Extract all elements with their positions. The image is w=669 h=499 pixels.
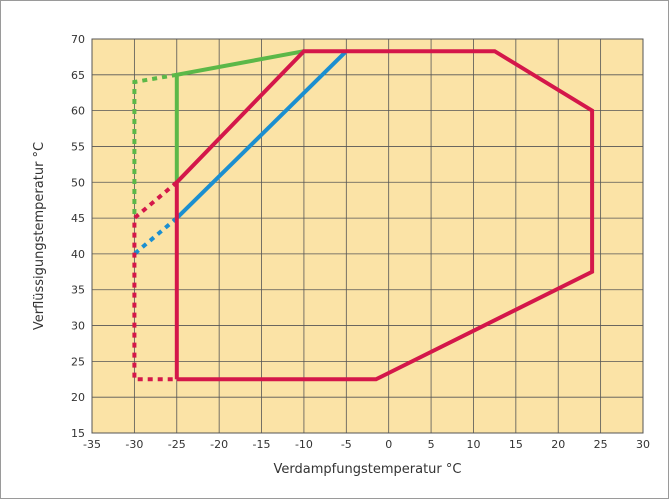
y-tick-label: 70 (71, 33, 85, 46)
x-tick-label: -30 (125, 438, 143, 451)
y-tick-label: 30 (71, 320, 85, 333)
x-tick-label: -35 (83, 438, 101, 451)
x-tick-label: -10 (295, 438, 313, 451)
y-tick-label: 40 (71, 248, 85, 261)
y-tick-label: 50 (71, 176, 85, 189)
x-tick-label: 20 (551, 438, 565, 451)
plot-border (91, 38, 644, 434)
series-line-1-dashed (132, 72, 178, 219)
plot-area (92, 39, 643, 433)
x-tick-label: 0 (385, 438, 392, 451)
y-tick-label: 35 (71, 284, 85, 297)
series-line-2-solid (175, 49, 348, 220)
series-line-4-solid (174, 49, 595, 382)
y-tick-label: 55 (71, 140, 85, 153)
x-tick-label: 10 (466, 438, 480, 451)
x-tick-label: -25 (168, 438, 186, 451)
y-tick-label: 60 (71, 105, 85, 118)
y-axis-title: Verflüssigungstemperatur °C (32, 142, 47, 330)
x-tick-label: -20 (210, 438, 228, 451)
y-tick-label: 25 (71, 355, 85, 368)
grid (91, 38, 644, 434)
y-tick-label: 20 (71, 391, 85, 404)
y-axis: 15 20 25 30 35 40 45 50 55 60 65 70 (71, 33, 85, 440)
x-axis: -35 -30 -25 -20 -15 -10 -5 0 5 10 15 20 25 30 (83, 438, 650, 451)
y-tick-label: 45 (71, 212, 85, 225)
x-tick-label: -5 (341, 438, 352, 451)
x-tick-label: 5 (428, 438, 435, 451)
x-tick-label: 15 (509, 438, 523, 451)
series-group (132, 49, 595, 382)
y-tick-label: 15 (71, 427, 85, 440)
y-tick-label: 65 (71, 69, 85, 82)
x-axis-title: Verdampfungstemperatur °C (274, 462, 462, 477)
x-tick-label: 30 (636, 438, 650, 451)
x-tick-label: -15 (253, 438, 271, 451)
x-tick-label: 25 (594, 438, 608, 451)
